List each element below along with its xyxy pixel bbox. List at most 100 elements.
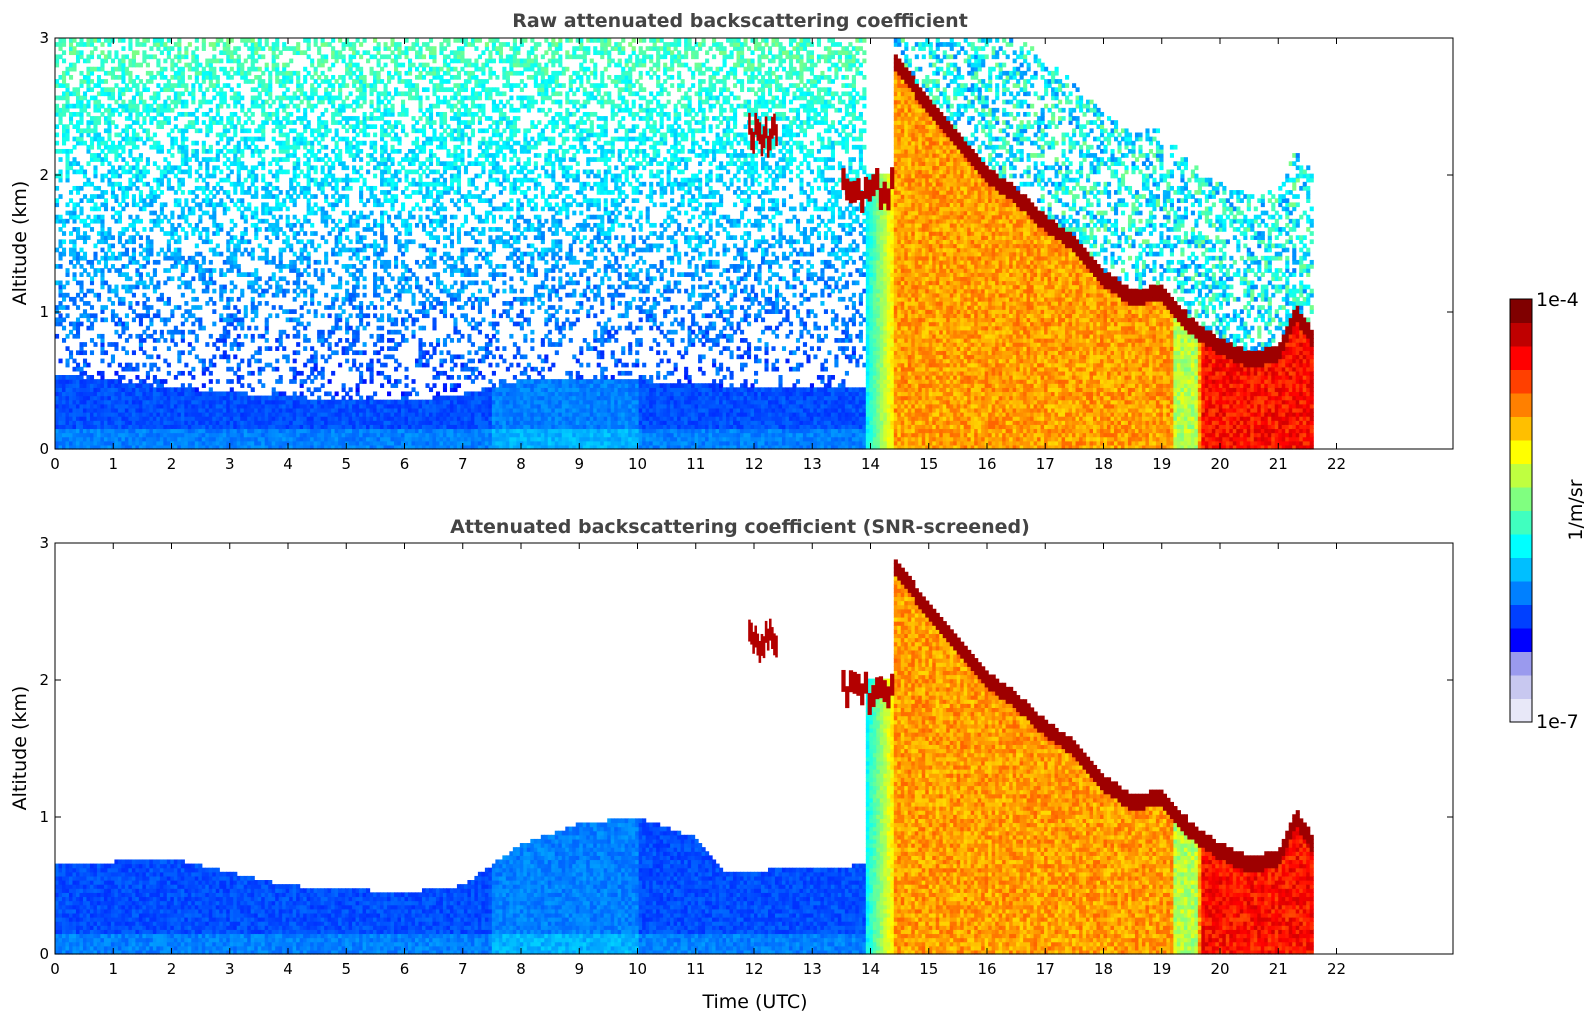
- heatmap-cell: [121, 136, 126, 142]
- heatmap-cell: [159, 70, 164, 76]
- heatmap-cell: [376, 350, 381, 356]
- heatmap-cell: [303, 74, 308, 80]
- heatmap-cell: [327, 169, 332, 175]
- heatmap-cell: [128, 165, 133, 171]
- heatmap-cell: [397, 309, 402, 314]
- heatmap-cell: [159, 103, 164, 109]
- heatmap-cell: [271, 148, 276, 154]
- heatmap-cell: [352, 50, 357, 56]
- heatmap-cell: [79, 370, 84, 376]
- heatmap-cell: [121, 403, 126, 409]
- heatmap-cell: [72, 440, 77, 446]
- heatmap-cell: [79, 54, 84, 60]
- heatmap-cell: [75, 87, 81, 93]
- heatmap-cell: [247, 107, 252, 113]
- heatmap-cell: [219, 202, 224, 208]
- heatmap-cell: [226, 231, 231, 236]
- heatmap-cell: [114, 321, 119, 327]
- heatmap-cell: [177, 395, 182, 401]
- heatmap-cell: [128, 99, 133, 105]
- heatmap-cell: [212, 280, 217, 286]
- heatmap-cell: [320, 276, 325, 282]
- heatmap-cell: [243, 177, 248, 183]
- heatmap-cell: [359, 173, 364, 179]
- heatmap-cell: [306, 416, 311, 421]
- heatmap-cell: [65, 124, 70, 130]
- heatmap-cell: [138, 342, 143, 347]
- heatmap-cell: [275, 379, 280, 384]
- heatmap-cell: [401, 50, 406, 56]
- heatmap-cell: [212, 399, 217, 405]
- heatmap-cell: [289, 428, 294, 434]
- heatmap-cell: [257, 412, 262, 417]
- heatmap-cell: [240, 153, 245, 158]
- heatmap-cell: [124, 391, 129, 397]
- heatmap-cell: [401, 218, 406, 224]
- heatmap-cell: [107, 54, 112, 60]
- heatmap-cell: [121, 38, 126, 43]
- heatmap-cell: [226, 259, 231, 265]
- heatmap-cell: [247, 128, 252, 134]
- heatmap-cell: [397, 432, 402, 438]
- heatmap-cell: [334, 342, 339, 347]
- heatmap-cell: [142, 99, 147, 105]
- heatmap-cell: [233, 153, 238, 158]
- heatmap-cell: [159, 181, 164, 187]
- heatmap-cell: [310, 407, 315, 413]
- heatmap-cell: [355, 329, 360, 335]
- heatmap-cell: [362, 214, 367, 220]
- heatmap-cell: [296, 370, 301, 376]
- heatmap-cell: [121, 58, 126, 64]
- heatmap-cell: [212, 95, 217, 101]
- heatmap-cell: [72, 251, 77, 257]
- heatmap-cell: [359, 370, 364, 376]
- heatmap-cell: [233, 412, 238, 417]
- heatmap-cell: [173, 227, 178, 232]
- heatmap-cell: [264, 247, 269, 253]
- heatmap-cell: [324, 54, 329, 60]
- heatmap-cell: [65, 436, 70, 442]
- heatmap-cell: [219, 268, 224, 273]
- heatmap-cell: [299, 140, 304, 146]
- heatmap-cell: [254, 358, 259, 364]
- heatmap-cell: [296, 412, 301, 417]
- heatmap-cell: [149, 144, 154, 150]
- heatmap-cell: [110, 190, 116, 195]
- heatmap-cell: [303, 412, 308, 417]
- heatmap-cell: [317, 416, 322, 421]
- heatmap-cell: [334, 50, 339, 56]
- heatmap-cell: [145, 70, 150, 76]
- heatmap-cell: [191, 432, 196, 438]
- heatmap-cell: [135, 280, 140, 286]
- heatmap-cell: [404, 243, 409, 249]
- heatmap-cell: [394, 383, 399, 388]
- heatmap-cell: [233, 91, 238, 97]
- heatmap-cell: [61, 338, 67, 343]
- heatmap-cell: [261, 407, 266, 413]
- heatmap-cell: [205, 185, 210, 191]
- heatmap-cell: [142, 436, 147, 442]
- heatmap-cell: [359, 416, 364, 421]
- heatmap-cell: [359, 74, 364, 80]
- heatmap-cell: [79, 79, 84, 84]
- heatmap-cell: [397, 296, 402, 302]
- heatmap-cell: [331, 83, 336, 88]
- heatmap-cell: [338, 95, 343, 101]
- heatmap-cell: [345, 144, 350, 150]
- heatmap-cell: [212, 416, 217, 421]
- heatmap-cell: [131, 416, 136, 421]
- heatmap-cell: [72, 403, 77, 409]
- heatmap-cell: [334, 440, 339, 446]
- heatmap-cell: [107, 91, 112, 97]
- heatmap-cell: [366, 169, 371, 175]
- heatmap-cell: [341, 194, 346, 199]
- heatmap-cell: [55, 132, 60, 138]
- heatmap-cell: [156, 444, 161, 450]
- heatmap-cell: [341, 399, 346, 405]
- heatmap-cell: [93, 38, 98, 43]
- heatmap-cell: [320, 144, 325, 150]
- heatmap-cell: [362, 128, 367, 134]
- heatmap-cell: [268, 169, 273, 175]
- heatmap-cell: [89, 391, 95, 397]
- heatmap-cell: [96, 116, 102, 121]
